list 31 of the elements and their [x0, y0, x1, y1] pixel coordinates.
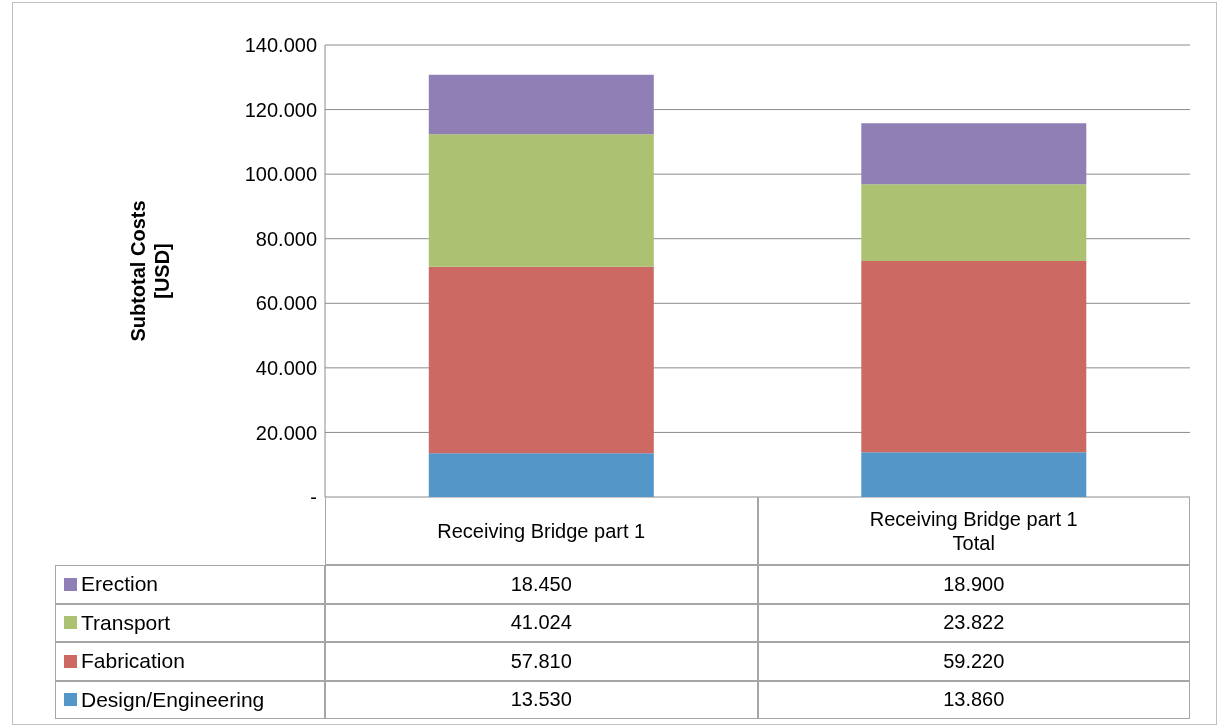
bar [861, 261, 1087, 453]
data-label: 57.810 [325, 642, 758, 681]
y-tick-label: 140.000 [244, 34, 317, 57]
data-label: 13.530 [325, 680, 758, 719]
y-axis-title: Subtotal Costs [USD] [126, 200, 174, 342]
legend-label: Fabrication [81, 649, 185, 674]
y-tick-label: 100.000 [244, 163, 317, 186]
y-tick-label: 60.000 [255, 292, 317, 315]
x-tick-label: Receiving Bridge part 1 Total [757, 497, 1190, 565]
bar [861, 123, 1087, 185]
bar [428, 453, 654, 497]
bar [428, 74, 654, 135]
data-label: 18.450 [325, 565, 758, 604]
x-tick-label: Receiving Bridge part 1 [325, 497, 758, 565]
bar [861, 452, 1087, 497]
y-tick-label: 120.000 [244, 98, 317, 121]
bar [428, 266, 654, 454]
legend-label: Transport [81, 610, 171, 635]
bar [428, 134, 654, 267]
data-label: 41.024 [325, 603, 758, 642]
bar [861, 184, 1087, 262]
data-label: 59.220 [757, 642, 1190, 681]
y-tick-label: - [310, 486, 317, 509]
y-tick-label: 20.000 [255, 421, 317, 444]
legend-label: Design/Engineering [81, 687, 265, 712]
data-label: 18.900 [757, 565, 1190, 604]
y-tick-label: 80.000 [255, 227, 317, 250]
y-tick-label: 40.000 [255, 356, 317, 379]
data-label: 23.822 [757, 603, 1190, 642]
legend-label: Erection [81, 572, 159, 597]
data-label: 13.860 [757, 680, 1190, 719]
